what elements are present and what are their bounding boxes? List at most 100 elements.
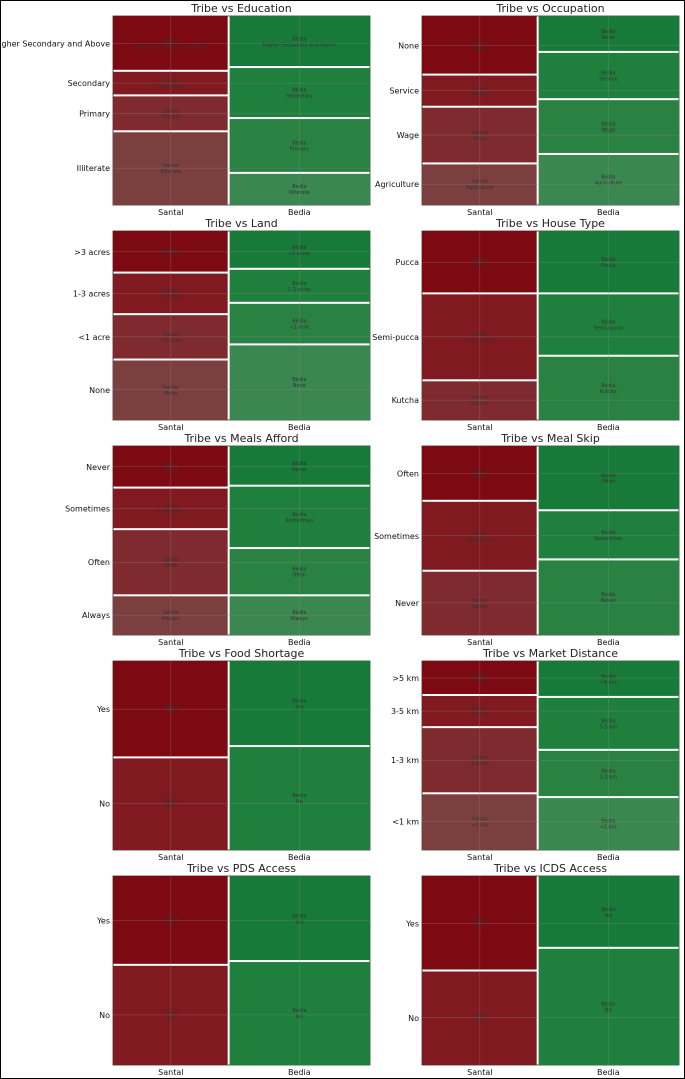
tile-bedia-1-3-km bbox=[538, 750, 679, 797]
y-tick-label-yes: Yes bbox=[405, 919, 419, 928]
tile-bedia-none bbox=[538, 16, 679, 51]
y-tick-label-no: No bbox=[99, 1011, 110, 1020]
panel-title: Tribe vs PDS Access bbox=[186, 862, 296, 875]
x-tick-label-bedia: Bedia bbox=[597, 638, 620, 647]
y-tick-label-lt-1-km: <1 km bbox=[392, 818, 419, 827]
panel-tribe-vs-meals-afford: Tribe vs Meals AffordSantalNeverSantalSo… bbox=[65, 432, 371, 647]
tile-bedia-yes bbox=[538, 876, 679, 947]
tile-label: Yes bbox=[603, 913, 612, 919]
x-tick-label-santal: Santal bbox=[158, 853, 183, 862]
panel-title: Tribe vs Education bbox=[190, 2, 291, 15]
panel-tribe-vs-house-type: Tribe vs House TypeSantalPuccaSantalSemi… bbox=[372, 217, 680, 432]
x-tick-label-bedia: Bedia bbox=[288, 853, 311, 862]
y-tick-label-no: No bbox=[408, 1014, 419, 1023]
x-tick-label-bedia: Bedia bbox=[597, 208, 620, 217]
tile-bedia-primary bbox=[229, 119, 370, 172]
tile-santal-gt-3-acres bbox=[113, 231, 228, 272]
y-tick-label-primary: Primary bbox=[79, 109, 110, 118]
tile-santal-illiterate bbox=[113, 132, 228, 205]
panel-tribe-vs-food-shortage: Tribe vs Food ShortageSantalYesSantalNoB… bbox=[96, 647, 371, 862]
x-tick-label-bedia: Bedia bbox=[597, 853, 620, 862]
x-tick-label-bedia: Bedia bbox=[597, 1068, 620, 1077]
tile-santal-agriculture bbox=[422, 164, 537, 205]
tile-santal-none bbox=[422, 16, 537, 74]
tile-bedia-sometimes bbox=[229, 486, 370, 548]
panel-title: Tribe vs House Type bbox=[495, 217, 605, 230]
tile-bedia-often bbox=[229, 549, 370, 595]
tile-bedia-agriculture bbox=[538, 154, 679, 205]
y-tick-label-gt-5-km: >5 km bbox=[392, 674, 419, 683]
y-tick-label-often: Often bbox=[397, 469, 419, 478]
panel-title: Tribe vs Land bbox=[204, 217, 278, 230]
panel-title: Tribe vs Occupation bbox=[495, 2, 604, 15]
x-tick-label-santal: Santal bbox=[158, 208, 183, 217]
x-tick-label-bedia: Bedia bbox=[288, 208, 311, 217]
y-tick-label-service: Service bbox=[389, 87, 419, 96]
tile-santal-yes bbox=[113, 876, 228, 964]
tile-bedia-often bbox=[538, 446, 679, 510]
tile-santal-no bbox=[113, 965, 228, 1065]
y-tick-label-1-3-acres: 1-3 acres bbox=[73, 289, 110, 298]
tile-santal-lt-1-km bbox=[422, 794, 537, 850]
tile-santal-never bbox=[422, 571, 537, 635]
x-tick-label-santal: Santal bbox=[158, 638, 183, 647]
y-tick-label-pucca: Pucca bbox=[396, 258, 420, 267]
y-tick-label-3-5-km: 3-5 km bbox=[391, 707, 419, 716]
y-tick-label-1-3-km: 1-3 km bbox=[391, 756, 419, 765]
tile-label: Never bbox=[292, 467, 308, 473]
tile-bedia-never bbox=[229, 446, 370, 485]
tile-bedia-none bbox=[229, 345, 370, 420]
tile-label: Yes bbox=[475, 924, 484, 930]
y-tick-label-secondary: Secondary bbox=[68, 79, 111, 88]
tile-bedia-illiterate bbox=[229, 173, 370, 205]
x-tick-label-santal: Santal bbox=[467, 208, 492, 217]
panel-tribe-vs-pds-access: Tribe vs PDS AccessSantalYesSantalNoBedi… bbox=[96, 862, 371, 1077]
y-tick-label-gt-3-acres: >3 acres bbox=[74, 248, 110, 257]
tile-label: Never bbox=[163, 468, 179, 474]
tile-bedia-never bbox=[538, 560, 679, 635]
tile-label: Yes bbox=[294, 705, 303, 711]
panel-title: Tribe vs Meals Afford bbox=[183, 432, 298, 445]
x-tick-label-santal: Santal bbox=[158, 1068, 183, 1077]
tile-santal-yes bbox=[113, 661, 228, 757]
tile-santal-yes bbox=[422, 876, 537, 970]
panel-title: Tribe vs ICDS Access bbox=[493, 862, 607, 875]
y-tick-label-no: No bbox=[99, 800, 110, 809]
tile-santal-often bbox=[422, 446, 537, 500]
x-tick-label-santal: Santal bbox=[467, 853, 492, 862]
tile-santal-no bbox=[422, 971, 537, 1065]
x-tick-label-bedia: Bedia bbox=[597, 423, 620, 432]
panel-title: Tribe vs Meal Skip bbox=[500, 432, 600, 445]
tile-bedia-sometimes bbox=[538, 511, 679, 559]
y-tick-label-higher-secondary-and-above: Higher Secondary and Above bbox=[0, 39, 110, 48]
y-tick-label-sometimes: Sometimes bbox=[374, 532, 419, 541]
tile-bedia-pucca bbox=[538, 231, 679, 293]
tile-bedia-higher-secondary-and-above bbox=[229, 16, 370, 67]
tile-bedia-3-5-km bbox=[538, 697, 679, 749]
tile-bedia-always bbox=[229, 596, 370, 635]
y-tick-label-often: Often bbox=[88, 558, 110, 567]
y-tick-label-never: Never bbox=[395, 599, 420, 608]
tile-bedia-no bbox=[229, 962, 370, 1065]
y-tick-label-never: Never bbox=[86, 463, 111, 472]
x-tick-label-bedia: Bedia bbox=[288, 423, 311, 432]
tile-bedia-kutcha bbox=[538, 356, 679, 420]
y-tick-label-sometimes: Sometimes bbox=[65, 504, 110, 513]
tile-bedia-no bbox=[538, 948, 679, 1065]
tile-bedia-gt-5-km bbox=[538, 661, 679, 696]
x-tick-label-bedia: Bedia bbox=[288, 638, 311, 647]
panel-title: Tribe vs Food Shortage bbox=[178, 647, 305, 660]
tile-label: Never bbox=[472, 604, 488, 610]
panel-tribe-vs-icds-access: Tribe vs ICDS AccessSantalYesSantalNoBed… bbox=[405, 862, 680, 1077]
y-tick-label-agriculture: Agriculture bbox=[375, 180, 419, 189]
tile-santal-higher-secondary-and-above bbox=[113, 16, 228, 70]
y-tick-label-wage: Wage bbox=[397, 131, 419, 140]
x-tick-label-santal: Santal bbox=[467, 638, 492, 647]
tile-santal-always bbox=[113, 596, 228, 635]
x-tick-label-santal: Santal bbox=[158, 423, 183, 432]
tile-bedia-no bbox=[229, 747, 370, 850]
tile-santal-no bbox=[113, 758, 228, 850]
